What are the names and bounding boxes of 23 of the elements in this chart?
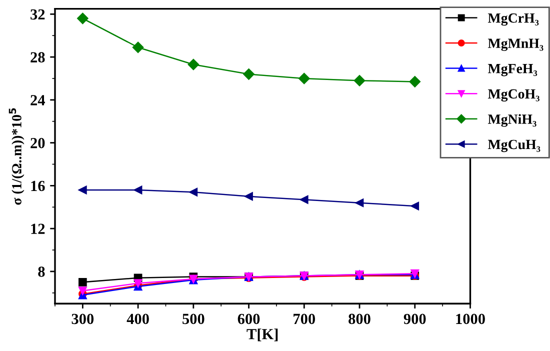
x-tick-label: 800 [348,314,370,324]
x-tick-label: 600 [238,314,260,324]
legend-label: MgMnH₃ [488,38,544,51]
x-tick-label: 500 [182,314,204,324]
x-tick-label: 1000 [456,314,485,324]
y-axis-title: σ (1/(Ω..m))*10$^{5}$ [8,108,24,205]
y-tick-label: 8 [38,266,45,277]
y-tick-label: 28 [30,52,45,62]
x-tick-label: 700 [294,314,316,324]
y-tick-label: 12 [31,224,45,234]
x-tick-label: 400 [126,314,149,324]
y-tick-label: 32 [30,9,45,20]
x-tick-label: 300 [72,314,94,324]
x-axis-title: T[K] [246,328,278,342]
legend-label: MgCuH₃ [488,140,540,152]
legend-label: MgCoH₃ [488,89,540,102]
x-tick-label: 900 [404,314,426,324]
legend-label: MgCrH₃ [488,13,539,26]
legend-label: MgFeH₃ [488,64,538,76]
y-tick-label: 24 [30,95,45,106]
legend-label: MgNiH₃ [488,114,536,127]
y-tick-label: 16 [31,180,45,192]
y-tick-label: 20 [30,138,45,148]
